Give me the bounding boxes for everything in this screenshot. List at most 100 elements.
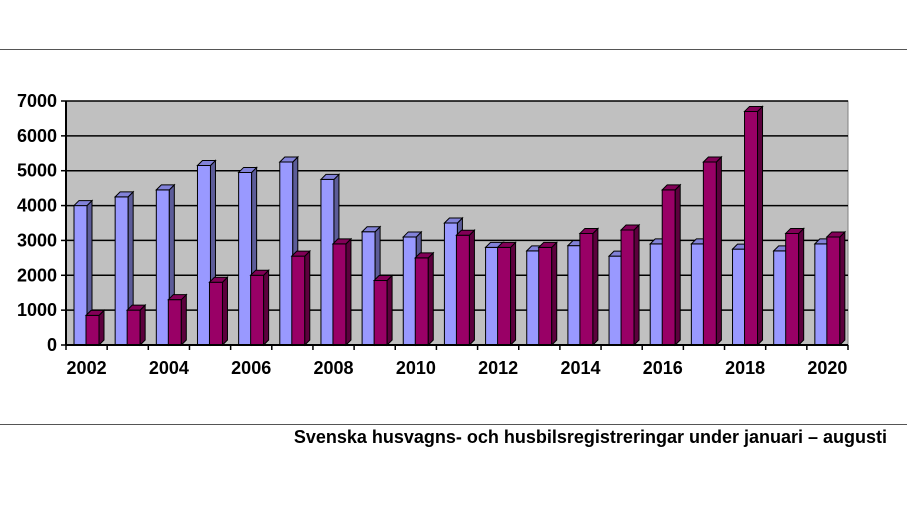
bar-side bbox=[427, 251, 434, 347]
bar-2013-series-2 bbox=[537, 241, 558, 347]
bars bbox=[72, 105, 847, 347]
bar-2009-series-2 bbox=[372, 274, 394, 347]
bar-top bbox=[825, 231, 847, 238]
bar-2010-series-2 bbox=[414, 251, 435, 347]
bar-front bbox=[361, 231, 376, 346]
bar-front bbox=[291, 255, 306, 346]
bar-top bbox=[455, 229, 476, 236]
x-tick-label: 2006 bbox=[231, 358, 271, 378]
bar-front bbox=[238, 171, 253, 346]
y-tick-label: 6000 bbox=[17, 126, 57, 146]
bar-2004-series-2 bbox=[167, 293, 188, 347]
y-tick-labels: 0 1000 2000 3000 4000 5000 6000 7000 bbox=[17, 91, 66, 355]
bar-2017-series-2 bbox=[702, 155, 723, 347]
bar-top bbox=[72, 200, 94, 207]
bar-side bbox=[263, 269, 270, 347]
x-tick-label: 2020 bbox=[807, 358, 847, 378]
bar-front bbox=[702, 161, 717, 346]
bar-top bbox=[125, 304, 147, 311]
x-tick-label: 2012 bbox=[478, 358, 518, 378]
bar-top bbox=[743, 105, 764, 112]
x-tick-label: 2010 bbox=[396, 358, 436, 378]
bar-side bbox=[468, 228, 475, 347]
bar-front bbox=[690, 243, 705, 346]
axes bbox=[65, 101, 848, 346]
bar-front bbox=[785, 232, 800, 346]
bar-top bbox=[196, 159, 217, 166]
bar-top bbox=[702, 156, 723, 163]
bar-front bbox=[455, 234, 470, 346]
bar-front bbox=[485, 246, 500, 346]
bar-side bbox=[386, 274, 393, 347]
bar-top bbox=[167, 294, 188, 301]
bar-front bbox=[196, 164, 211, 346]
bar-2005-series-2 bbox=[208, 276, 229, 347]
bar-2018-series-2 bbox=[743, 105, 764, 347]
bar-top bbox=[578, 227, 600, 234]
x-tick-label: 2008 bbox=[314, 358, 354, 378]
y-tick-label: 3000 bbox=[17, 230, 57, 250]
bar-2014-series-2 bbox=[578, 227, 600, 347]
bar-front bbox=[155, 189, 170, 346]
bar-top bbox=[278, 156, 299, 163]
bar-top bbox=[155, 184, 176, 191]
bar-front bbox=[814, 243, 829, 346]
bar-side bbox=[715, 155, 722, 347]
y-tick-label: 4000 bbox=[17, 196, 57, 216]
bar-2007-series-2 bbox=[290, 249, 311, 347]
top-rule bbox=[0, 49, 907, 50]
bar-top bbox=[414, 252, 435, 259]
bar-front bbox=[332, 243, 347, 346]
bar-front bbox=[279, 161, 294, 346]
bar-front bbox=[114, 196, 129, 346]
chart-caption: Svenska husvagns- och husbilsregistrerin… bbox=[293, 427, 887, 447]
y-tick-label: 5000 bbox=[17, 161, 57, 181]
bar-front bbox=[620, 229, 635, 346]
bar-side bbox=[592, 227, 599, 347]
bar-front bbox=[414, 257, 429, 346]
bar-front bbox=[732, 248, 747, 346]
bar-2015-series-2 bbox=[619, 223, 641, 347]
bar-2002-series-1 bbox=[72, 199, 94, 347]
y-tick-label: 0 bbox=[47, 335, 57, 355]
bar-top bbox=[84, 309, 106, 316]
bar-side bbox=[98, 309, 105, 347]
bottom-rule bbox=[0, 424, 907, 425]
x-tick-label: 2018 bbox=[725, 358, 765, 378]
bar-front bbox=[126, 309, 141, 346]
bar-top bbox=[331, 238, 353, 245]
bar-side bbox=[139, 303, 146, 347]
bar-2012-series-2 bbox=[496, 241, 517, 347]
bar-front bbox=[661, 189, 676, 346]
bar-front bbox=[167, 299, 182, 346]
bar-front bbox=[402, 236, 417, 346]
bar-side bbox=[180, 293, 187, 347]
bar-side bbox=[633, 223, 640, 347]
x-tick-label: 2004 bbox=[149, 358, 189, 378]
x-tick-label: 2014 bbox=[560, 358, 600, 378]
y-tick-label: 1000 bbox=[17, 300, 57, 320]
bar-front bbox=[250, 274, 265, 346]
bar-side bbox=[839, 230, 846, 347]
x-tick-label: 2016 bbox=[643, 358, 683, 378]
bar-front bbox=[208, 281, 223, 346]
bar-top bbox=[619, 224, 641, 231]
bar-front bbox=[773, 250, 788, 346]
bar-front bbox=[744, 110, 759, 346]
bar-front bbox=[73, 205, 88, 346]
bar-front bbox=[567, 245, 582, 346]
bar-top bbox=[784, 227, 805, 234]
bar-front bbox=[526, 250, 541, 346]
bar-side bbox=[798, 227, 805, 347]
bar-side bbox=[221, 276, 228, 347]
bar-top bbox=[537, 241, 558, 248]
bar-top bbox=[372, 275, 394, 282]
bar-2003-series-2 bbox=[125, 303, 147, 347]
x-tick-label: 2002 bbox=[67, 358, 107, 378]
bar-top bbox=[661, 184, 682, 191]
bar-side bbox=[304, 249, 311, 347]
bar-top bbox=[319, 173, 341, 180]
bar-top bbox=[402, 231, 423, 238]
bar-front bbox=[443, 222, 458, 346]
